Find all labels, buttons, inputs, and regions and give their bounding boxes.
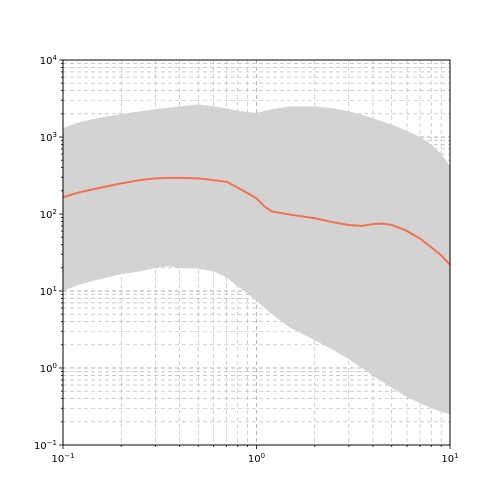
x-tick-label: 100 <box>248 452 265 465</box>
y-tick-label: 101 <box>40 285 57 298</box>
y-tick-label: 103 <box>40 131 57 144</box>
spread-band <box>63 104 450 415</box>
axis-ticks <box>59 59 451 449</box>
y-tick-label: 100 <box>40 362 57 375</box>
x-tick-label: 10−1 <box>51 452 74 465</box>
y-tick-label: 104 <box>40 54 58 67</box>
y-tick-label: 102 <box>40 208 57 221</box>
tick-labels: 10−1 100 101 10−1 100 101 102 103 104 <box>34 54 459 465</box>
x-tick-label: 101 <box>441 452 458 465</box>
series-line <box>62 176 451 266</box>
y-tick-label: 10−1 <box>34 439 57 452</box>
